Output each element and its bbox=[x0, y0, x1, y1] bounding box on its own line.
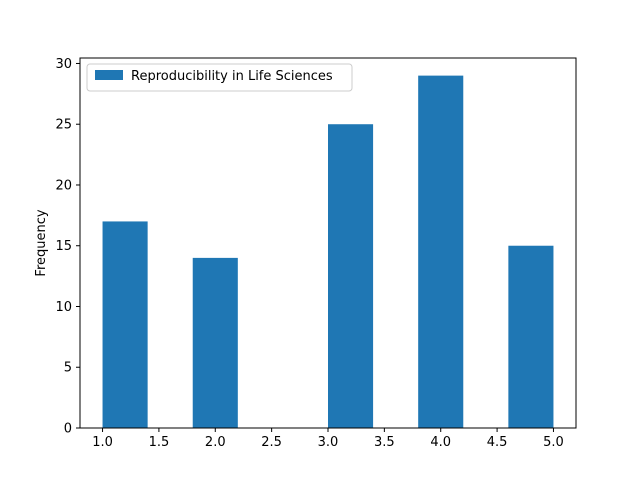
histogram-bar bbox=[102, 221, 148, 428]
x-tick-label: 2.0 bbox=[205, 435, 226, 450]
y-tick-label: 25 bbox=[55, 118, 72, 133]
x-tick-label: 4.0 bbox=[430, 435, 451, 450]
histogram-bar bbox=[508, 245, 554, 428]
x-tick-label: 3.0 bbox=[318, 435, 339, 450]
y-tick-label: 15 bbox=[55, 239, 72, 254]
x-tick-label: 1.5 bbox=[149, 435, 170, 450]
legend-frame bbox=[86, 63, 353, 92]
x-tick-label: 1.0 bbox=[92, 435, 113, 450]
y-tick-label: 20 bbox=[55, 178, 72, 193]
legend-swatch bbox=[95, 70, 123, 80]
y-axis-title: Frequency bbox=[34, 209, 49, 276]
x-tick-label: 4.5 bbox=[487, 435, 508, 450]
histogram-bar bbox=[328, 124, 374, 428]
y-axis: 0 5 10 15 20 25 30 bbox=[55, 57, 80, 437]
y-tick-label: 10 bbox=[55, 300, 72, 315]
histogram-bar bbox=[192, 257, 238, 428]
histogram-bar bbox=[418, 75, 464, 428]
y-tick-label: 30 bbox=[55, 57, 72, 72]
x-axis: 1.0 1.5 2.0 2.5 3.0 3.5 4.0 4.5 5.0 bbox=[92, 428, 564, 450]
x-tick-label: 3.5 bbox=[374, 435, 395, 450]
legend-label: Reproducibility in Life Sciences bbox=[131, 69, 333, 84]
y-tick-label: 5 bbox=[64, 361, 72, 376]
x-tick-label: 2.5 bbox=[261, 435, 282, 450]
legend: Reproducibility in Life Sciences bbox=[86, 63, 353, 92]
y-tick-label: 0 bbox=[64, 422, 72, 437]
bars-group bbox=[102, 75, 554, 428]
x-tick-label: 5.0 bbox=[543, 435, 564, 450]
